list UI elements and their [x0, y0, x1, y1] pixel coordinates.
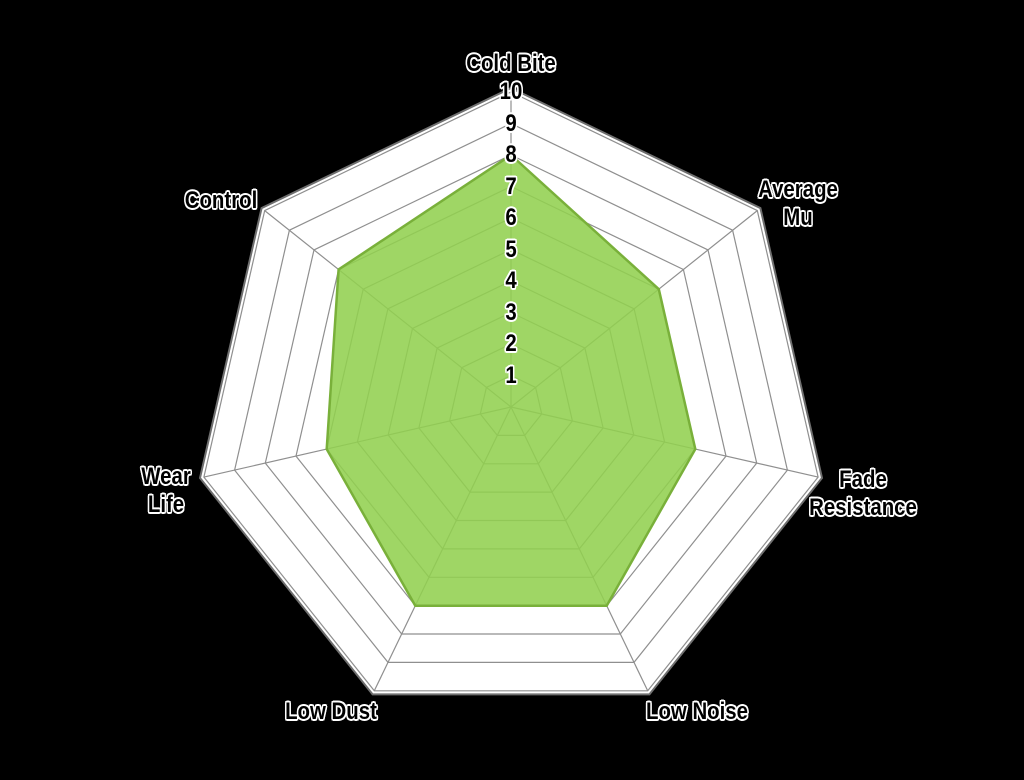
gridline-ring-8 [264, 154, 758, 635]
axis-label-low-noise: Low Noise [645, 697, 748, 725]
axis-label-low-dust: Low Dust [285, 697, 378, 725]
tick-label-7: 7 [505, 172, 517, 200]
axis-label-wear-life: Wear Life [141, 463, 191, 519]
tick-label-6: 6 [505, 204, 517, 231]
tick-label-1: 1 [505, 361, 517, 389]
tick-label-9: 9 [505, 109, 517, 137]
tick-label-4: 4 [505, 267, 517, 294]
axis-label-fade-resistance: Fade Resistance [809, 466, 917, 522]
gridline-ring-9 [233, 122, 789, 664]
tick-label-5: 5 [505, 235, 517, 263]
axis-label-cold-bite: Cold Bite [466, 50, 556, 77]
tick-label-10: 10 [499, 78, 523, 105]
series-polygon-0 [325, 153, 697, 607]
axis-label-control: Control [184, 186, 257, 214]
gridline-ring-10 [203, 91, 819, 692]
tick-label-2: 2 [505, 330, 517, 357]
tick-label-3: 3 [505, 298, 517, 326]
axis-label-average-mu: Average Mu [758, 175, 839, 231]
tick-label-8: 8 [505, 141, 517, 168]
